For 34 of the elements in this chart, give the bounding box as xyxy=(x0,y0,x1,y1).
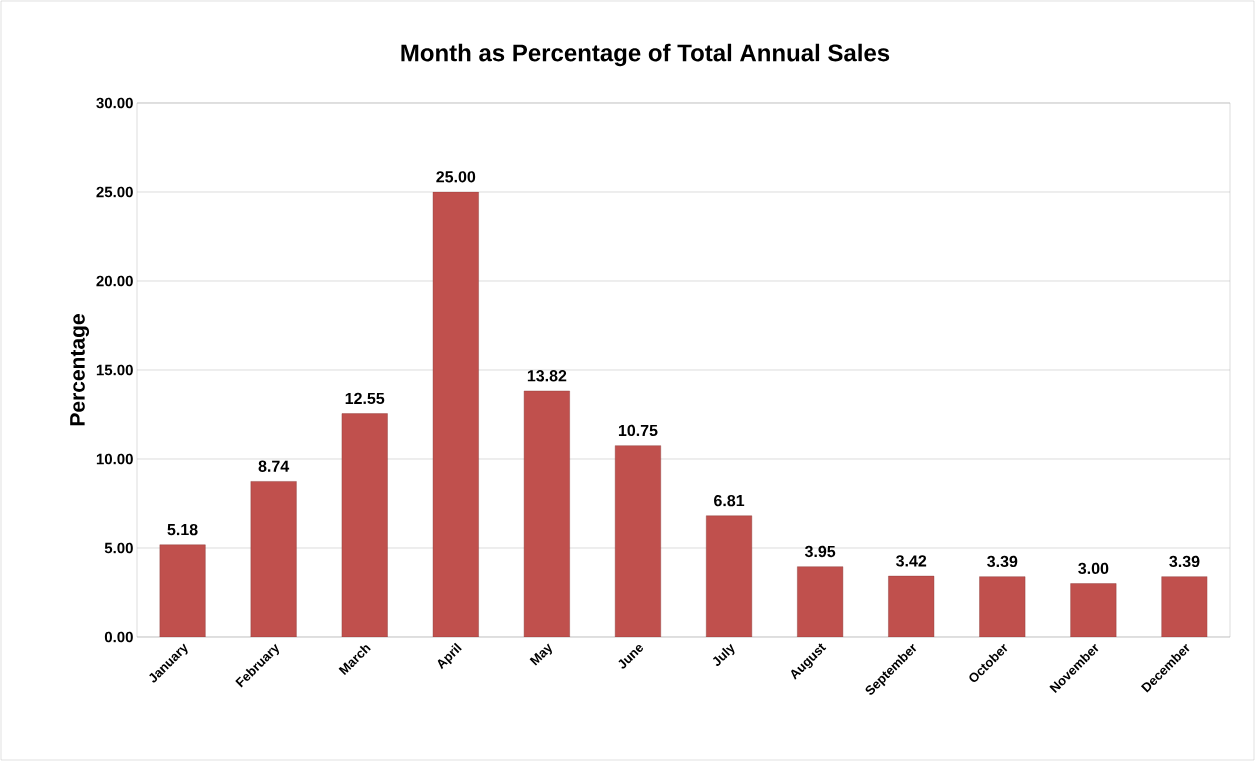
bar xyxy=(341,413,388,637)
data-label: 13.82 xyxy=(527,370,567,382)
y-axis-title: Percentage xyxy=(70,314,90,426)
y-tick-label: 20.00 xyxy=(96,275,133,287)
data-label: 3.39 xyxy=(987,555,1018,568)
bar xyxy=(706,515,753,637)
data-label: 3.95 xyxy=(804,545,836,558)
bar xyxy=(797,566,844,637)
y-tick-label: 30.00 xyxy=(96,97,133,109)
data-label: 5.18 xyxy=(167,523,198,536)
bar xyxy=(523,390,570,637)
bar xyxy=(250,481,297,637)
data-label: 25.00 xyxy=(436,171,476,183)
data-label: 6.81 xyxy=(714,494,745,507)
x-tick-label: July xyxy=(712,643,735,666)
bar xyxy=(432,191,479,637)
data-label: 10.75 xyxy=(618,424,658,437)
y-tick-label: 10.00 xyxy=(96,453,133,465)
bar xyxy=(888,575,935,637)
bar xyxy=(1070,583,1117,637)
y-tick-label: 25.00 xyxy=(96,186,133,198)
chart-title: Month as Percentage of Total Annual Sales xyxy=(401,43,890,67)
y-tick-label: 5.00 xyxy=(104,542,133,554)
data-label: 3.00 xyxy=(1078,562,1109,575)
data-label: 3.39 xyxy=(1169,555,1200,568)
bar xyxy=(979,576,1026,637)
data-label: 12.55 xyxy=(345,392,385,405)
bar xyxy=(1161,576,1208,637)
y-tick-label: 15.00 xyxy=(96,364,133,376)
bar xyxy=(614,445,661,637)
bar xyxy=(159,544,206,637)
data-label: 8.74 xyxy=(258,460,290,472)
y-tick-label: 0.00 xyxy=(104,631,133,643)
data-label: 3.42 xyxy=(896,555,927,567)
